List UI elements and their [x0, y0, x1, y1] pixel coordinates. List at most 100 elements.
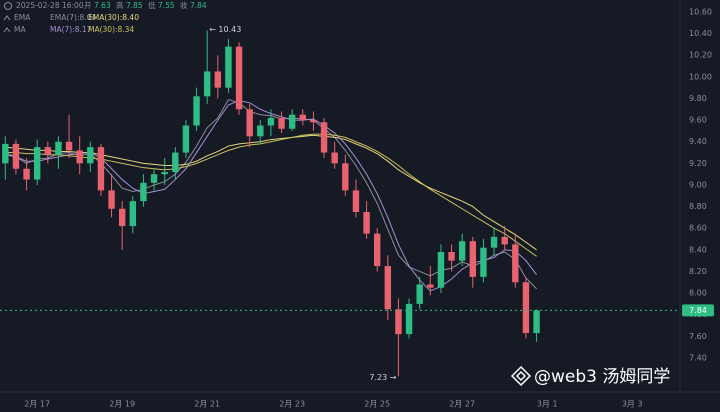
y-tick-label: 10.00	[689, 72, 712, 81]
candle-body	[193, 96, 200, 126]
candle-body	[373, 233, 381, 267]
candle-body	[76, 150, 83, 164]
candle-body	[257, 125, 264, 137]
header-value: 7.84	[190, 1, 207, 10]
y-tick-label: 8.20	[689, 267, 707, 276]
header-icon	[4, 2, 12, 10]
watermark: @web3 汤姆同学	[510, 365, 670, 387]
y-tick-label: 10.40	[689, 29, 712, 38]
x-tick-label: 3月 3	[622, 400, 643, 409]
candle-body	[405, 303, 413, 335]
min-annotation: 7.23 →	[369, 373, 396, 382]
header-value: 7.85	[126, 1, 143, 10]
watermark-text: @web3 汤姆同学	[534, 367, 670, 387]
legend-entry: MA(30):8.34	[88, 25, 134, 34]
last-price-label: 7.84	[689, 306, 707, 315]
legend-entry: EMA(7):8.04	[50, 13, 96, 22]
candle-body	[278, 117, 285, 129]
candle-body	[150, 174, 158, 183]
candle-body	[214, 71, 222, 88]
header-value: 7.63	[94, 1, 111, 10]
candle-body	[65, 141, 73, 151]
candle-body	[533, 310, 540, 334]
indicator-icon	[3, 15, 11, 21]
candle-body	[225, 46, 232, 88]
candle-body	[172, 152, 179, 172]
y-tick-label: 9.40	[689, 137, 707, 146]
candle-body	[267, 117, 275, 126]
x-tick-label: 2月 19	[109, 400, 135, 409]
ohlc-header: 2025-02-28 16:00 开 7.63 高 7.85 低 7.55 收 7.84	[4, 0, 207, 10]
y-tick-label: 10.60	[689, 8, 712, 17]
x-tick-label: 2月 17	[24, 400, 50, 409]
header-value: 7.55	[158, 1, 175, 10]
header-time: 2025-02-28 16:00	[16, 1, 84, 10]
max-annotation: ← 10.43	[209, 25, 241, 34]
candle-body	[501, 236, 508, 245]
indicator-group: MA	[14, 25, 26, 34]
indicator-line	[5, 133, 537, 257]
candle-body	[97, 147, 105, 191]
candle-body	[87, 147, 94, 164]
candle-body	[118, 208, 126, 227]
header-label: 低	[148, 0, 156, 10]
y-tick-label: 7.40	[689, 353, 707, 362]
candle-body	[33, 147, 41, 180]
y-tick-label: 7.60	[689, 332, 707, 341]
x-tick-label: 2月 27	[449, 400, 475, 409]
candle-body	[246, 109, 253, 137]
candle-body	[55, 141, 62, 155]
candle-body	[140, 182, 147, 202]
indicator-group: EMA	[14, 13, 31, 22]
watermark-logo	[510, 365, 532, 387]
legend-entry: MA(7):8.17	[50, 25, 92, 34]
y-tick-label: 9.20	[689, 159, 707, 168]
candle-body	[490, 236, 498, 248]
candle-body	[458, 241, 466, 261]
candle-body	[235, 46, 243, 110]
header-label: 高	[116, 0, 124, 10]
legend-entry: EMA(30):8.40	[88, 13, 139, 22]
candle-body	[427, 284, 434, 288]
header-label: 收	[180, 0, 188, 10]
candle-body	[129, 201, 137, 227]
candle-body	[469, 241, 477, 277]
y-tick-label: 9.80	[689, 94, 707, 103]
candle-body	[299, 114, 307, 121]
candle-body	[2, 143, 9, 164]
candle-body	[480, 247, 487, 277]
candle-body	[320, 122, 328, 153]
candle-body	[437, 252, 445, 288]
x-tick-label: 2月 21	[194, 400, 220, 409]
candle-body	[44, 147, 52, 155]
candle-body	[363, 212, 370, 234]
candle-body	[108, 190, 115, 209]
candle-body	[342, 163, 349, 191]
last-price-box	[682, 304, 714, 317]
candle-body	[384, 266, 392, 310]
candle-body	[161, 172, 168, 175]
candle-body	[522, 282, 530, 334]
candle-body	[182, 125, 190, 153]
candle-body	[12, 143, 20, 169]
x-tick-label: 3月 1	[537, 400, 558, 409]
candle-body	[310, 120, 317, 123]
candle-body	[288, 114, 296, 129]
candle-body	[23, 168, 30, 180]
indicator-line	[5, 134, 537, 251]
indicator-icon	[3, 27, 11, 33]
y-tick-label: 8.60	[689, 224, 707, 233]
candle-body	[352, 190, 360, 212]
candle-body	[416, 284, 423, 304]
candle-body	[331, 152, 338, 164]
header-label: 开	[84, 1, 92, 10]
y-tick-label: 9.60	[689, 116, 707, 125]
candle-body	[203, 71, 211, 97]
y-tick-label: 9.00	[689, 180, 707, 189]
candle-body	[395, 309, 402, 335]
y-tick-label: 10.20	[689, 51, 712, 60]
y-tick-label: 8.80	[689, 202, 707, 211]
candle-body	[448, 252, 455, 261]
